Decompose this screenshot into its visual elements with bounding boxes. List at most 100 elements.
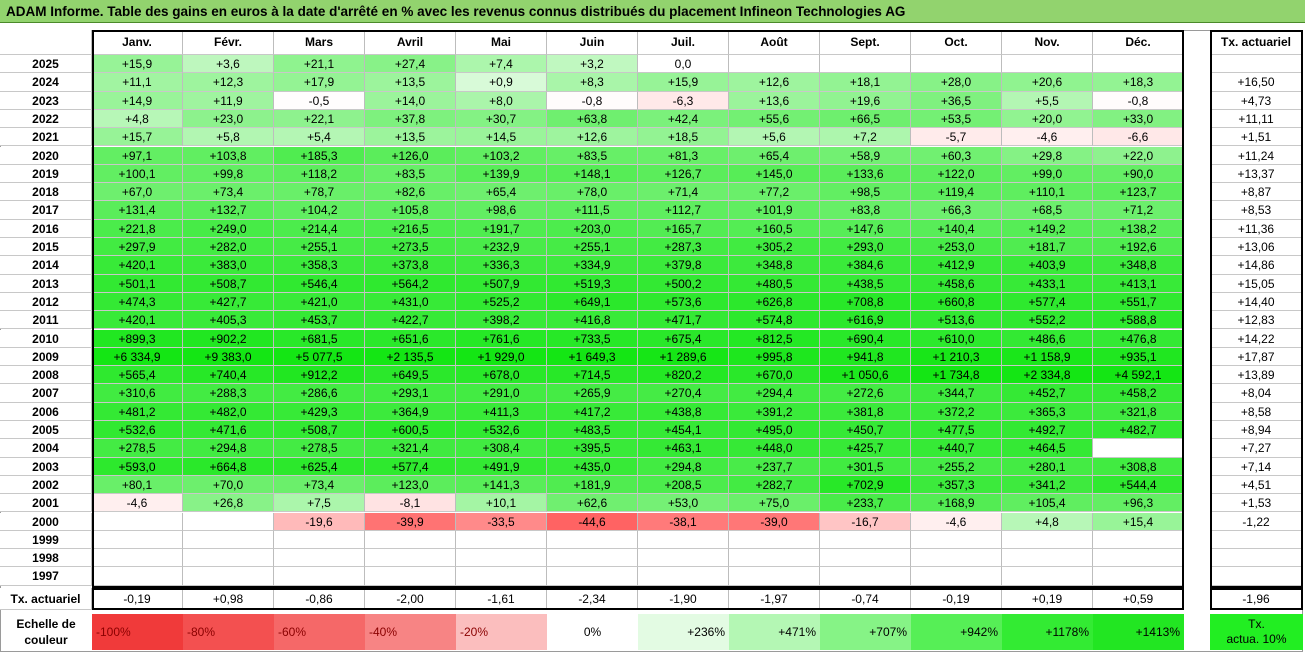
gain-cell: +8,3 <box>547 73 638 92</box>
gain-cell: +321,8 <box>1093 402 1184 421</box>
gain-cell: +625,4 <box>274 457 365 476</box>
gain-cell: +15,9 <box>92 55 183 74</box>
year-label: 2001 <box>0 494 92 513</box>
gain-cell: +458,2 <box>1093 384 1184 403</box>
gain-cell: +1 289,6 <box>638 347 729 367</box>
gain-cell: +132,7 <box>183 201 274 220</box>
gain-cell: +733,5 <box>547 329 638 348</box>
gain-cell <box>638 567 729 586</box>
actuarial-cell: +12,83 <box>1210 311 1303 330</box>
gain-cell: +477,5 <box>911 421 1002 440</box>
gain-cell: +463,1 <box>638 439 729 458</box>
month-header: Avril <box>365 30 456 55</box>
year-label: 2010 <box>0 329 92 348</box>
year-label: 2013 <box>0 274 92 293</box>
gain-cell: +450,7 <box>820 421 911 440</box>
actuarial-header: Tx. actuariel <box>1210 30 1303 55</box>
year-label: 2021 <box>0 128 92 147</box>
gain-cell: +664,8 <box>183 457 274 476</box>
gain-cell: +308,4 <box>456 439 547 458</box>
gain-cell: +383,0 <box>183 256 274 275</box>
gain-cell: -0,5 <box>274 91 365 110</box>
gain-cell: +280,1 <box>1002 457 1093 476</box>
gain-cell <box>92 530 183 550</box>
gain-cell: -5,7 <box>911 128 1002 147</box>
gain-cell: -6,3 <box>638 91 729 110</box>
gain-cell: +123,0 <box>365 475 456 495</box>
gain-cell: +301,5 <box>820 457 911 476</box>
gain-cell: +131,4 <box>92 201 183 220</box>
gain-cell: +65,4 <box>456 183 547 202</box>
gain-cell: -38,1 <box>638 512 729 531</box>
gain-cell: +373,8 <box>365 256 456 275</box>
gain-cell: +272,6 <box>820 384 911 403</box>
year-label: 2023 <box>0 91 92 110</box>
gain-cell: +255,1 <box>547 238 638 257</box>
gain-cell: +495,0 <box>729 421 820 440</box>
gain-cell: +294,8 <box>183 439 274 458</box>
actuarial-cell: +1,53 <box>1210 494 1303 513</box>
footer-actuarial-cell: +0,98 <box>183 587 274 610</box>
gain-cell: +427,7 <box>183 292 274 312</box>
gain-cell: +573,6 <box>638 292 729 312</box>
gain-cell: +253,0 <box>911 238 1002 257</box>
gain-cell: +294,4 <box>729 384 820 403</box>
actuarial-cell: +11,11 <box>1210 109 1303 129</box>
gain-cell: +13,5 <box>365 128 456 147</box>
gain-cell: +5,4 <box>274 128 365 147</box>
gain-cell: +71,4 <box>638 183 729 202</box>
actuarial-cell: +16,50 <box>1210 73 1303 92</box>
gain-cell <box>1093 530 1184 550</box>
gain-cell: +273,5 <box>365 238 456 257</box>
gain-cell: +941,8 <box>820 347 911 367</box>
gain-cell: +5,8 <box>183 128 274 147</box>
gain-cell <box>820 55 911 74</box>
gain-cell: +486,6 <box>1002 329 1093 348</box>
actuarial-cell <box>1210 530 1303 550</box>
gain-cell: +11,9 <box>183 91 274 110</box>
gain-cell: +670,0 <box>729 366 820 385</box>
gain-cell: +97,1 <box>92 146 183 165</box>
gain-cell: +208,5 <box>638 475 729 495</box>
gain-cell: +714,5 <box>547 366 638 385</box>
gain-cell <box>274 567 365 586</box>
gain-cell: +364,9 <box>365 402 456 421</box>
gain-cell: +291,0 <box>456 384 547 403</box>
gain-cell: +417,2 <box>547 402 638 421</box>
gain-cell: +348,8 <box>1093 256 1184 275</box>
gain-cell: +481,2 <box>92 402 183 421</box>
gain-cell: +100,1 <box>92 164 183 184</box>
gain-cell <box>911 549 1002 568</box>
gain-cell: +1 734,8 <box>911 366 1002 385</box>
gain-cell: +105,4 <box>1002 494 1093 513</box>
gain-cell: +336,3 <box>456 256 547 275</box>
gain-cell: +70,0 <box>183 475 274 495</box>
gain-cell: +820,2 <box>638 366 729 385</box>
gain-cell: +14,0 <box>365 91 456 110</box>
gain-cell: +147,6 <box>820 219 911 238</box>
gain-cell: +0,9 <box>456 73 547 92</box>
gain-cell: +17,9 <box>274 73 365 92</box>
gain-cell: +740,4 <box>183 366 274 385</box>
gain-cell: +1 210,3 <box>911 347 1002 367</box>
gain-cell: +255,2 <box>911 457 1002 476</box>
color-scale-swatch: +942% <box>911 614 1002 650</box>
month-header: Juin <box>547 30 638 55</box>
gain-cell: +78,7 <box>274 183 365 202</box>
month-header: Août <box>729 30 820 55</box>
gain-cell: +288,3 <box>183 384 274 403</box>
gain-cell: +14,9 <box>92 91 183 110</box>
gain-cell <box>911 530 1002 550</box>
color-scale-actuarial-line2: actua. 10% <box>1226 632 1287 646</box>
gain-cell: +600,5 <box>365 421 456 440</box>
gain-cell: +232,9 <box>456 238 547 257</box>
gain-cell: +19,6 <box>820 91 911 110</box>
gain-cell: +13,5 <box>365 73 456 92</box>
gain-cell: +5 077,5 <box>274 347 365 367</box>
gain-cell: +81,3 <box>638 146 729 165</box>
gain-cell: +75,0 <box>729 494 820 513</box>
color-scale-swatch: -60% <box>274 614 365 650</box>
gain-cell: +36,5 <box>911 91 1002 110</box>
gain-cell <box>820 567 911 586</box>
gain-cell <box>456 549 547 568</box>
